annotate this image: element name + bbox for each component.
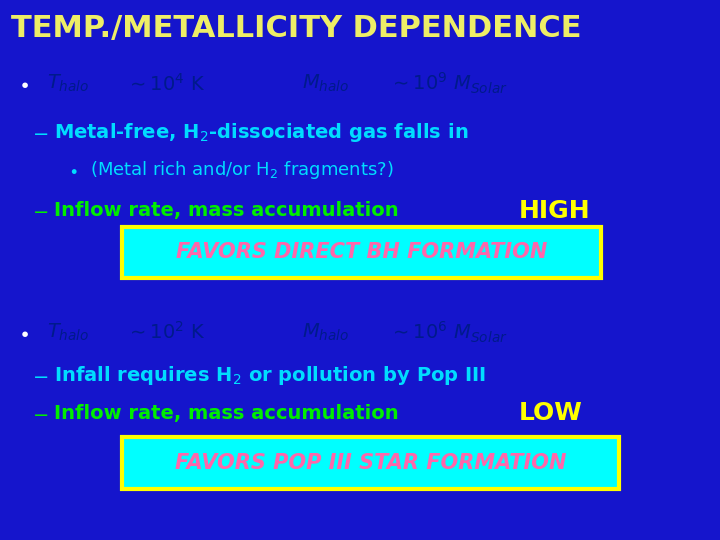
Text: HIGH: HIGH xyxy=(518,199,590,222)
Text: $-$: $-$ xyxy=(32,123,49,142)
Text: $T_{\it halo}$: $T_{\it halo}$ xyxy=(47,321,89,343)
Text: $\sim 10^6\ M_{\it Solar}$: $\sim 10^6\ M_{\it Solar}$ xyxy=(389,320,508,345)
Text: $\sim 10^2\ \mathrm{K}$: $\sim 10^2\ \mathrm{K}$ xyxy=(126,321,206,343)
Text: LOW: LOW xyxy=(518,401,582,425)
Text: $\sim 10^9\ M_{\it Solar}$: $\sim 10^9\ M_{\it Solar}$ xyxy=(389,71,508,96)
Text: $\bullet$: $\bullet$ xyxy=(68,161,78,179)
Text: Metal-free, H$_2$-dissociated gas falls in: Metal-free, H$_2$-dissociated gas falls … xyxy=(54,121,469,144)
Text: Inflow rate, mass accumulation: Inflow rate, mass accumulation xyxy=(54,201,399,220)
Text: Infall requires H$_2$ or pollution by Pop III: Infall requires H$_2$ or pollution by Po… xyxy=(54,364,486,387)
Text: TEMP./METALLICITY DEPENDENCE: TEMP./METALLICITY DEPENDENCE xyxy=(11,14,581,43)
Text: $T_{\it halo}$: $T_{\it halo}$ xyxy=(47,73,89,94)
Text: FAVORS POP III STAR FORMATION: FAVORS POP III STAR FORMATION xyxy=(175,453,567,473)
Text: $M_{\it halo}$: $M_{\it halo}$ xyxy=(302,73,350,94)
Text: $\bullet$: $\bullet$ xyxy=(18,322,29,342)
Text: FAVORS DIRECT BH FORMATION: FAVORS DIRECT BH FORMATION xyxy=(176,242,547,262)
Text: $\bullet$: $\bullet$ xyxy=(18,74,29,93)
Text: $\sim 10^4\ \mathrm{K}$: $\sim 10^4\ \mathrm{K}$ xyxy=(126,73,206,94)
Text: $-$: $-$ xyxy=(32,201,49,220)
Text: (Metal rich and/or H$_2$ fragments?): (Metal rich and/or H$_2$ fragments?) xyxy=(90,159,394,181)
FancyBboxPatch shape xyxy=(122,437,619,489)
Text: $-$: $-$ xyxy=(32,366,49,385)
Text: $M_{\it halo}$: $M_{\it halo}$ xyxy=(302,321,350,343)
Text: $-$: $-$ xyxy=(32,403,49,423)
FancyBboxPatch shape xyxy=(122,227,601,278)
Text: Inflow rate, mass accumulation: Inflow rate, mass accumulation xyxy=(54,403,399,423)
